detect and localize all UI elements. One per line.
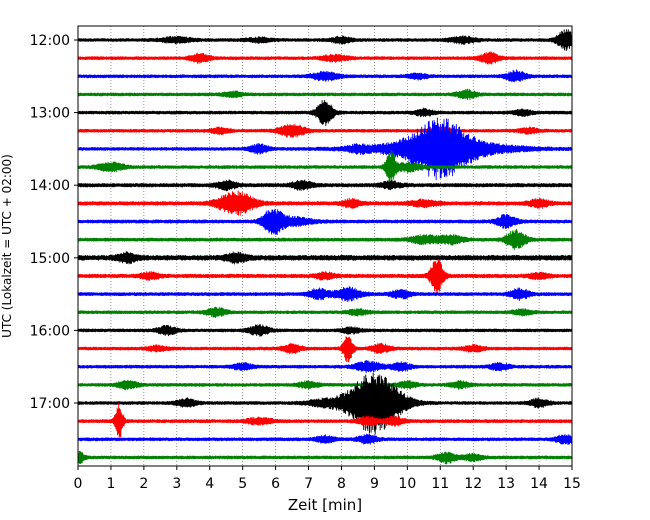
trace-row-0: [77, 29, 573, 52]
trace-row-8: [77, 179, 573, 192]
x-axis-label: Zeit [min]: [288, 496, 362, 514]
trace-row-11: [77, 228, 573, 250]
x-axis-ticks: 0 1 2 3 4 5 6 7 8 9 10 11 12 13 14 15: [74, 466, 581, 492]
trace-row-17: [77, 336, 573, 363]
trace-row-2: [77, 69, 573, 83]
x-tick-label: 9: [370, 476, 379, 492]
x-tick-label: 13: [497, 476, 515, 492]
trace-row-9: [77, 190, 573, 216]
trace-row-21: [77, 402, 573, 438]
y-axis-label: UTC (Lokalzeit = UTC + 02:00): [0, 154, 14, 338]
trace-row-15: [77, 306, 573, 319]
y-axis-ticks: 12:00 13:00 14:00 15:00 16:00 17:00: [30, 33, 78, 412]
x-tick-label: 7: [304, 476, 313, 492]
x-tick-label: 2: [139, 476, 148, 492]
x-tick-label: 5: [238, 476, 247, 492]
y-tick-label: 17:00: [30, 396, 70, 412]
y-tick-label: 16:00: [30, 323, 70, 339]
trace-row-5: [77, 123, 573, 139]
x-tick-label: 3: [172, 476, 181, 492]
y-tick-label: 13:00: [30, 106, 70, 122]
trace-row-13: [77, 258, 573, 294]
trace-row-18: [77, 360, 573, 373]
x-tick-label: 10: [398, 476, 416, 492]
y-tick-label: 12:00: [30, 33, 70, 49]
trace-row-19: [77, 379, 573, 391]
trace-row-16: [77, 324, 573, 337]
x-tick-label: 15: [563, 476, 581, 492]
x-tick-label: 1: [106, 476, 115, 492]
x-tick-label: 0: [74, 476, 83, 492]
x-tick-label: 12: [464, 476, 482, 492]
x-tick-label: 6: [271, 476, 280, 492]
trace-row-14: [77, 286, 573, 303]
x-tick-label: 14: [530, 476, 548, 492]
x-tick-label: 8: [337, 476, 346, 492]
trace-row-22: [77, 433, 573, 445]
x-tick-label: 11: [431, 476, 449, 492]
y-tick-label: 14:00: [30, 178, 70, 194]
trace-row-12: [77, 251, 573, 265]
trace-row-10: [77, 209, 573, 236]
trace-row-3: [77, 88, 573, 101]
plot-frame: [77, 25, 573, 467]
trace-row-20: [77, 372, 573, 435]
x-tick-label: 4: [205, 476, 214, 492]
trace-row-6: [77, 117, 573, 181]
trace-row-4: [77, 99, 573, 126]
y-tick-label: 15:00: [30, 251, 70, 267]
seismic-traces: [77, 29, 573, 465]
trace-row-1: [77, 51, 573, 65]
trace-row-23: [77, 450, 573, 465]
trace-row-7: [77, 150, 573, 185]
